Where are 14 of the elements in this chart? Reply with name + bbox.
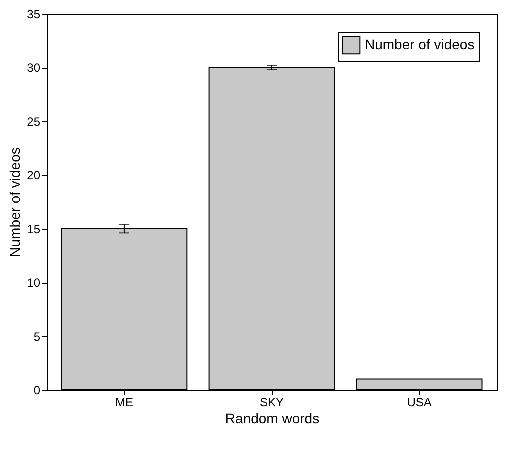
y-tick-label: 25 — [27, 114, 41, 129]
y-axis-title: Number of videos — [7, 148, 24, 258]
y-tick-label: 10 — [27, 276, 41, 290]
x-tick-label: SKY — [260, 396, 284, 410]
x-tick-label: ME — [115, 396, 134, 410]
y-tick-label: 20 — [27, 168, 41, 183]
y-tick-label: 5 — [34, 330, 41, 344]
y-tick-label: 30 — [27, 61, 41, 76]
y-tick-label: 35 — [27, 8, 41, 22]
y-tick-label: 0 — [34, 384, 41, 398]
x-axis-title: Random words — [225, 410, 320, 426]
legend-label: Number of videos — [365, 36, 475, 52]
x-tick-label: USA — [407, 396, 432, 410]
y-tick-label: 15 — [27, 222, 41, 236]
